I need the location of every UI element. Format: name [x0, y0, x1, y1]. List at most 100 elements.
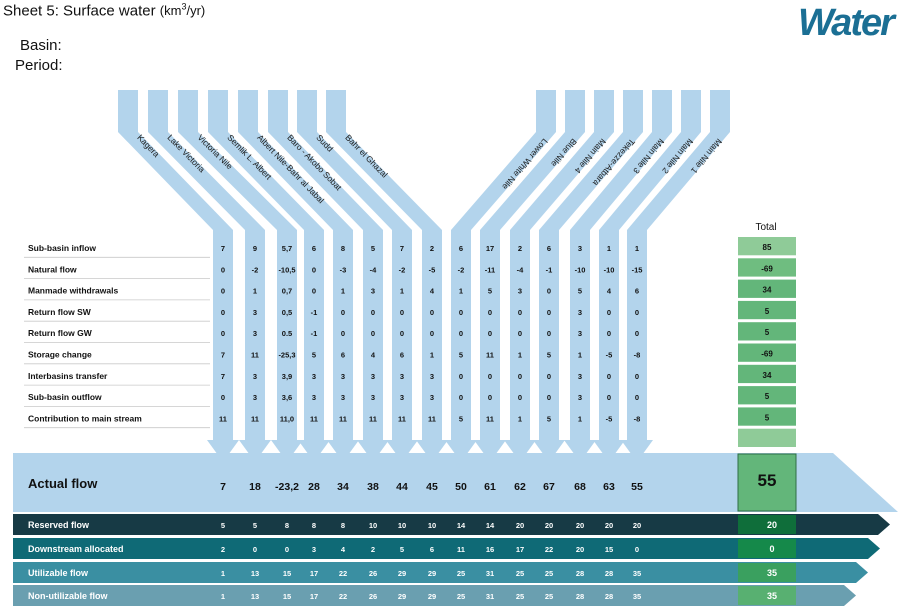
- flow-band-value: 8: [285, 521, 289, 530]
- actual-flow-value: 63: [603, 481, 615, 493]
- cell-value: -25,3: [278, 351, 295, 360]
- total-value: 34: [763, 371, 772, 380]
- flow-band-0: [13, 514, 890, 535]
- cell-value: 7: [400, 244, 404, 253]
- cell-value: 0: [635, 372, 639, 381]
- total-cell: [738, 407, 796, 426]
- cell-value: 0: [312, 287, 316, 296]
- actual-flow-value: 61: [484, 481, 496, 493]
- row-label: Sub-basin inflow: [28, 243, 96, 253]
- cell-value: -10,5: [278, 265, 295, 274]
- flow-band-value: 29: [428, 592, 436, 601]
- flow-band-total-value: 35: [767, 591, 777, 601]
- flow-band-value: 5: [221, 521, 225, 530]
- flow-band-total-value: 20: [767, 520, 777, 530]
- cell-value: 6: [312, 244, 316, 253]
- flow-band-value: 35: [633, 592, 641, 601]
- actual-flow-value: 50: [455, 481, 467, 493]
- flow-band-value: 14: [457, 521, 466, 530]
- cell-value: 1: [400, 287, 404, 296]
- total-value: 5: [765, 392, 770, 401]
- cell-value: 11,0: [280, 414, 294, 423]
- cell-value: 5: [547, 351, 551, 360]
- flow-band-value: 5: [253, 521, 257, 530]
- row-label: Return flow GW: [28, 328, 93, 338]
- cell-value: -4: [370, 265, 377, 274]
- cell-value: 7: [221, 351, 225, 360]
- cell-value: 0: [221, 287, 225, 296]
- cell-value: 11: [398, 414, 406, 423]
- flow-band-value: 5: [400, 545, 404, 554]
- flow-band-value: 31: [486, 569, 494, 578]
- flow-band-1: [13, 538, 880, 559]
- flow-band-value: 4: [341, 545, 346, 554]
- actual-flow-band: [13, 453, 898, 512]
- cell-value: 11: [251, 351, 259, 360]
- unit-label: (km3/yr): [159, 2, 206, 19]
- actual-flow-value: 18: [249, 481, 261, 493]
- cell-value: 3: [341, 372, 345, 381]
- flow-band-value: 25: [516, 569, 524, 578]
- cell-value: 2: [518, 244, 522, 253]
- flow-band-2: [13, 562, 868, 583]
- cell-value: 1: [341, 287, 345, 296]
- flow-band-total-value: 35: [767, 568, 777, 578]
- cell-value: 0: [547, 372, 551, 381]
- flow-band-value: 0: [635, 545, 639, 554]
- flow-band-value: 17: [516, 545, 524, 554]
- row-label: Interbasins transfer: [28, 371, 108, 381]
- cell-value: 5: [312, 351, 316, 360]
- cell-value: 11: [486, 414, 494, 423]
- cell-value: 11: [369, 414, 377, 423]
- flow-band-value: 26: [369, 569, 377, 578]
- cell-value: 0: [488, 393, 492, 402]
- flow-band-value: 22: [545, 545, 553, 554]
- cell-value: 0: [518, 372, 522, 381]
- flow-band-value: 2: [371, 545, 375, 554]
- cell-value: -10: [575, 265, 586, 274]
- flow-band-label: Downstream allocated: [28, 544, 124, 554]
- row-label: Storage change: [28, 350, 92, 360]
- row-label: Sub-basin outflow: [28, 392, 102, 402]
- cell-value: 3: [312, 393, 316, 402]
- cell-value: 0: [400, 308, 404, 317]
- flow-band-value: 26: [369, 592, 377, 601]
- flow-band-value: 25: [457, 592, 465, 601]
- cell-value: -5: [606, 351, 613, 360]
- total-value: 85: [763, 243, 772, 252]
- cell-value: 11: [428, 414, 436, 423]
- flow-band-value: 28: [576, 592, 584, 601]
- cell-value: -4: [517, 265, 524, 274]
- period-label: Period:: [15, 57, 63, 74]
- flow-band-value: 10: [398, 521, 406, 530]
- flow-band-value: 11: [457, 545, 465, 554]
- total-cell: [738, 300, 796, 320]
- cell-value: -11: [485, 265, 495, 274]
- cell-value: 11: [251, 414, 259, 423]
- flow-band-value: 1: [221, 592, 225, 601]
- flow-band-value: 20: [605, 521, 613, 530]
- actual-flow-label: Actual flow: [28, 476, 98, 491]
- actual-flow-value: 7: [220, 481, 226, 493]
- flow-band-value: 15: [605, 545, 613, 554]
- flow-band-value: 20: [633, 521, 641, 530]
- cell-value: 7: [221, 244, 225, 253]
- flow-band-value: 8: [341, 521, 345, 530]
- cell-value: -10: [604, 265, 615, 274]
- cell-value: 3: [578, 393, 582, 402]
- actual-flow-value: 45: [426, 481, 438, 493]
- flow-band-value: 20: [545, 521, 553, 530]
- cell-value: 4: [371, 351, 376, 360]
- cell-value: -2: [252, 265, 259, 274]
- cell-value: 3: [578, 308, 582, 317]
- cell-value: 3: [371, 393, 375, 402]
- page-title: Sheet 5: Surface water (km3/yr): [3, 2, 205, 19]
- cell-value: 0: [607, 329, 611, 338]
- row-label: Natural flow: [28, 264, 77, 274]
- actual-flow-total: [737, 453, 797, 512]
- cell-value: 0: [371, 329, 375, 338]
- cell-value: 3,6: [282, 393, 292, 402]
- cell-value: 0: [518, 393, 522, 402]
- flow-band-3: [13, 585, 856, 606]
- cell-value: 3: [371, 372, 375, 381]
